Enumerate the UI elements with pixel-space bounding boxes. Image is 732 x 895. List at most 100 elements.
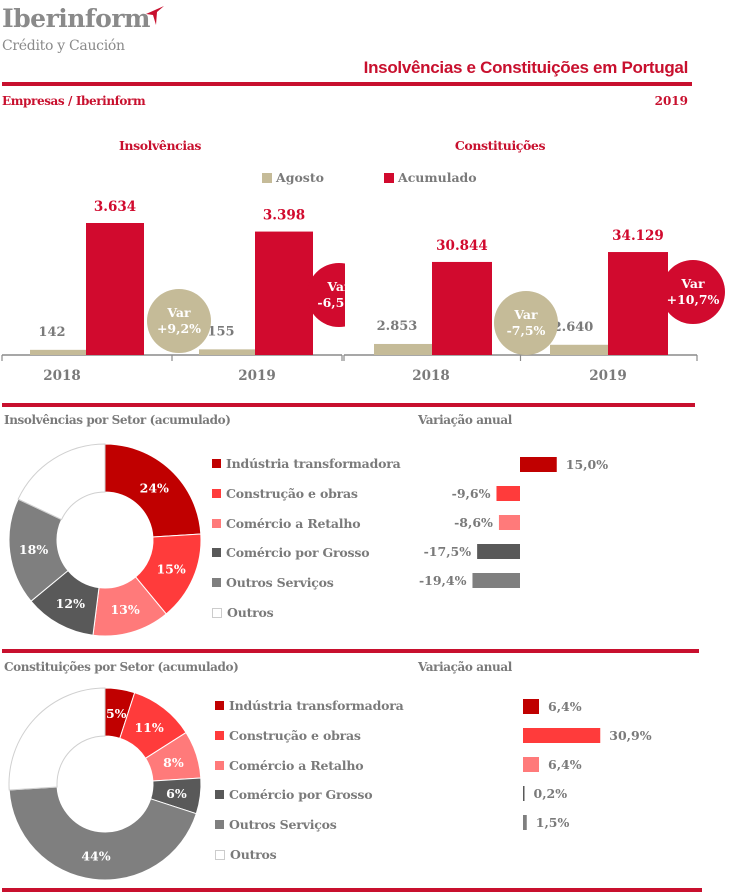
data-label-acumulado-2019: 34.129 xyxy=(612,228,664,244)
x-tick-label-2019: 2019 xyxy=(589,368,627,384)
x-tick-label-2018: 2018 xyxy=(412,368,450,384)
legend-item: Construção e obras xyxy=(212,486,358,501)
data-label-acumulado-2018: 3.634 xyxy=(94,199,136,215)
legend-label: Comércio a Retalho xyxy=(229,757,364,773)
legend-label: Outros xyxy=(230,847,277,862)
variation-bar-3 xyxy=(523,786,525,801)
variation-value: +9,2% xyxy=(157,321,201,336)
legend-swatch xyxy=(212,459,221,468)
legend-item: Outros Serviços xyxy=(212,575,334,590)
insolvencias-variacao-title: Variação anual xyxy=(418,413,512,427)
variation-label: Var xyxy=(513,307,538,322)
legend-label-agosto: Agosto xyxy=(276,170,324,185)
donut-slice-label: 18% xyxy=(19,542,48,557)
variation-bar-3 xyxy=(477,544,520,559)
page-title: Insolvências e Constituições em Portugal xyxy=(363,58,689,77)
legend-swatch xyxy=(215,701,224,710)
legend-swatch-acumulado xyxy=(384,172,394,183)
legend-swatch xyxy=(215,820,224,830)
data-label-agosto-2019: 2.640 xyxy=(553,320,594,335)
legend-swatch xyxy=(212,607,222,618)
x-tick-label-2019: 2019 xyxy=(238,368,276,384)
donut-slice-label: 6% xyxy=(166,786,187,801)
data-label-acumulado-2019: 3.398 xyxy=(263,208,305,224)
legend-swatch xyxy=(215,790,224,800)
variation-value: +10,7% xyxy=(667,292,720,307)
donut-slice-label: 24% xyxy=(140,481,169,496)
legend-item: Comércio a Retalho xyxy=(215,757,364,773)
variation-value-label: -9,6% xyxy=(452,486,491,501)
insolvencias-variacao-chart: 15,0% -9,6% -8,6% -17,5% -19,4% xyxy=(419,457,608,588)
legend-swatch xyxy=(212,548,221,558)
bar-acumulado-2018 xyxy=(432,261,492,355)
insolvencias-donut-chart: 24% 15% 13% 12% 18% xyxy=(8,443,202,637)
legend-item: Comércio por Grosso xyxy=(215,787,373,803)
legend-label: Outros xyxy=(227,605,274,620)
legend-swatch-agosto xyxy=(262,172,272,183)
donut-slice-4 xyxy=(8,786,197,881)
variation-bar-2 xyxy=(523,757,539,772)
constituicoes-sector-legend: Indústria transformadora Construção e obr… xyxy=(215,698,415,868)
variation-value: -6,5 % xyxy=(317,295,345,310)
bar-acumulado-2019 xyxy=(608,252,668,355)
data-label-acumulado-2018: 30.844 xyxy=(436,238,488,254)
footer-divider xyxy=(2,888,702,892)
legend-label: Indústria transformadora xyxy=(229,698,404,713)
donut-slice-label: 13% xyxy=(110,602,139,617)
legend-swatch xyxy=(215,760,224,770)
variation-bar-2 xyxy=(498,515,520,530)
constituicoes-title: Constituições xyxy=(454,138,546,153)
constituicoes-variacao-chart: 6,4% 30,9% 6,4% 0,2% 1,5% xyxy=(523,699,652,830)
variation-label: Var xyxy=(326,279,345,294)
legend-label: Construção e obras xyxy=(229,727,361,743)
variation-bar-1 xyxy=(523,728,601,743)
constituicoes-donut-chart: 5% 11% 8% 6% 44% xyxy=(8,687,202,881)
donut-slice-label: 5% xyxy=(106,706,127,721)
variation-value-label: -19,4% xyxy=(419,573,467,588)
legend-item: Outros xyxy=(212,605,274,620)
insolvencias-bar-chart: 1423.63420181553.3982019Var+9,2%Var-6,5 … xyxy=(1,199,345,384)
data-label-agosto-2018: 2.853 xyxy=(377,319,418,334)
legend-swatch xyxy=(212,578,221,588)
legend-item: Outros xyxy=(215,847,277,862)
variation-label: Var xyxy=(166,305,191,320)
legend-label: Comércio a Retalho xyxy=(226,515,361,531)
legend-acumulado: Acumulado xyxy=(384,170,477,185)
donut-slice-5 xyxy=(8,687,106,791)
legend-item: Construção e obras xyxy=(215,728,361,743)
legend-label: Construção e obras xyxy=(226,485,358,501)
donut-slice-5 xyxy=(17,443,106,521)
legend-label: Outros Serviços xyxy=(229,817,337,833)
bar-agosto-2018 xyxy=(30,349,86,355)
legend-item: Outros Serviços xyxy=(215,817,337,832)
logo-wordmark: Iberinform xyxy=(2,4,150,33)
section-divider-1 xyxy=(2,403,695,407)
insolvencias-setor-title: Insolvências por Setor (acumulado) xyxy=(4,413,231,427)
legend-swatch xyxy=(212,518,221,528)
variation-bar-0 xyxy=(520,457,557,472)
legend-item: Indústria transformadora xyxy=(215,698,404,713)
legend-label: Comércio por Grosso xyxy=(229,787,373,803)
logo-tagline: Crédito y Caución xyxy=(2,38,125,54)
legend-item: Comércio a Retalho xyxy=(212,515,361,531)
variation-value-label: 30,9% xyxy=(609,728,651,743)
constituicoes-bar-chart: 2.85330.84420182.64034.1292019Var-7,5%Va… xyxy=(343,228,725,384)
legend-swatch xyxy=(215,849,225,860)
variation-bubble-acumulado xyxy=(307,263,345,327)
donut-slice-label: 12% xyxy=(56,596,85,611)
variation-bar-1 xyxy=(496,486,520,501)
variation-value-label: 1,5% xyxy=(536,815,570,830)
variation-bar-4 xyxy=(523,815,527,830)
variation-value-label: 6,4% xyxy=(548,757,582,772)
legend-label: Outros Serviços xyxy=(226,575,334,591)
legend-item: Comércio por Grosso xyxy=(212,545,370,560)
legend-label-acumulado: Acumulado xyxy=(398,170,477,185)
legend-swatch xyxy=(212,488,221,498)
constituicoes-variacao-title: Variação anual xyxy=(418,660,512,674)
variation-value-label: 15,0% xyxy=(566,457,608,472)
variation-value-label: -17,5% xyxy=(424,544,472,559)
constituicoes-setor-title: Constituições por Setor (acumulado) xyxy=(4,660,239,674)
insolvencias-sector-legend: Indústria transformadora Construção e obr… xyxy=(212,456,412,626)
bar-agosto-2018 xyxy=(374,343,432,355)
donut-slice-label: 8% xyxy=(163,755,184,770)
